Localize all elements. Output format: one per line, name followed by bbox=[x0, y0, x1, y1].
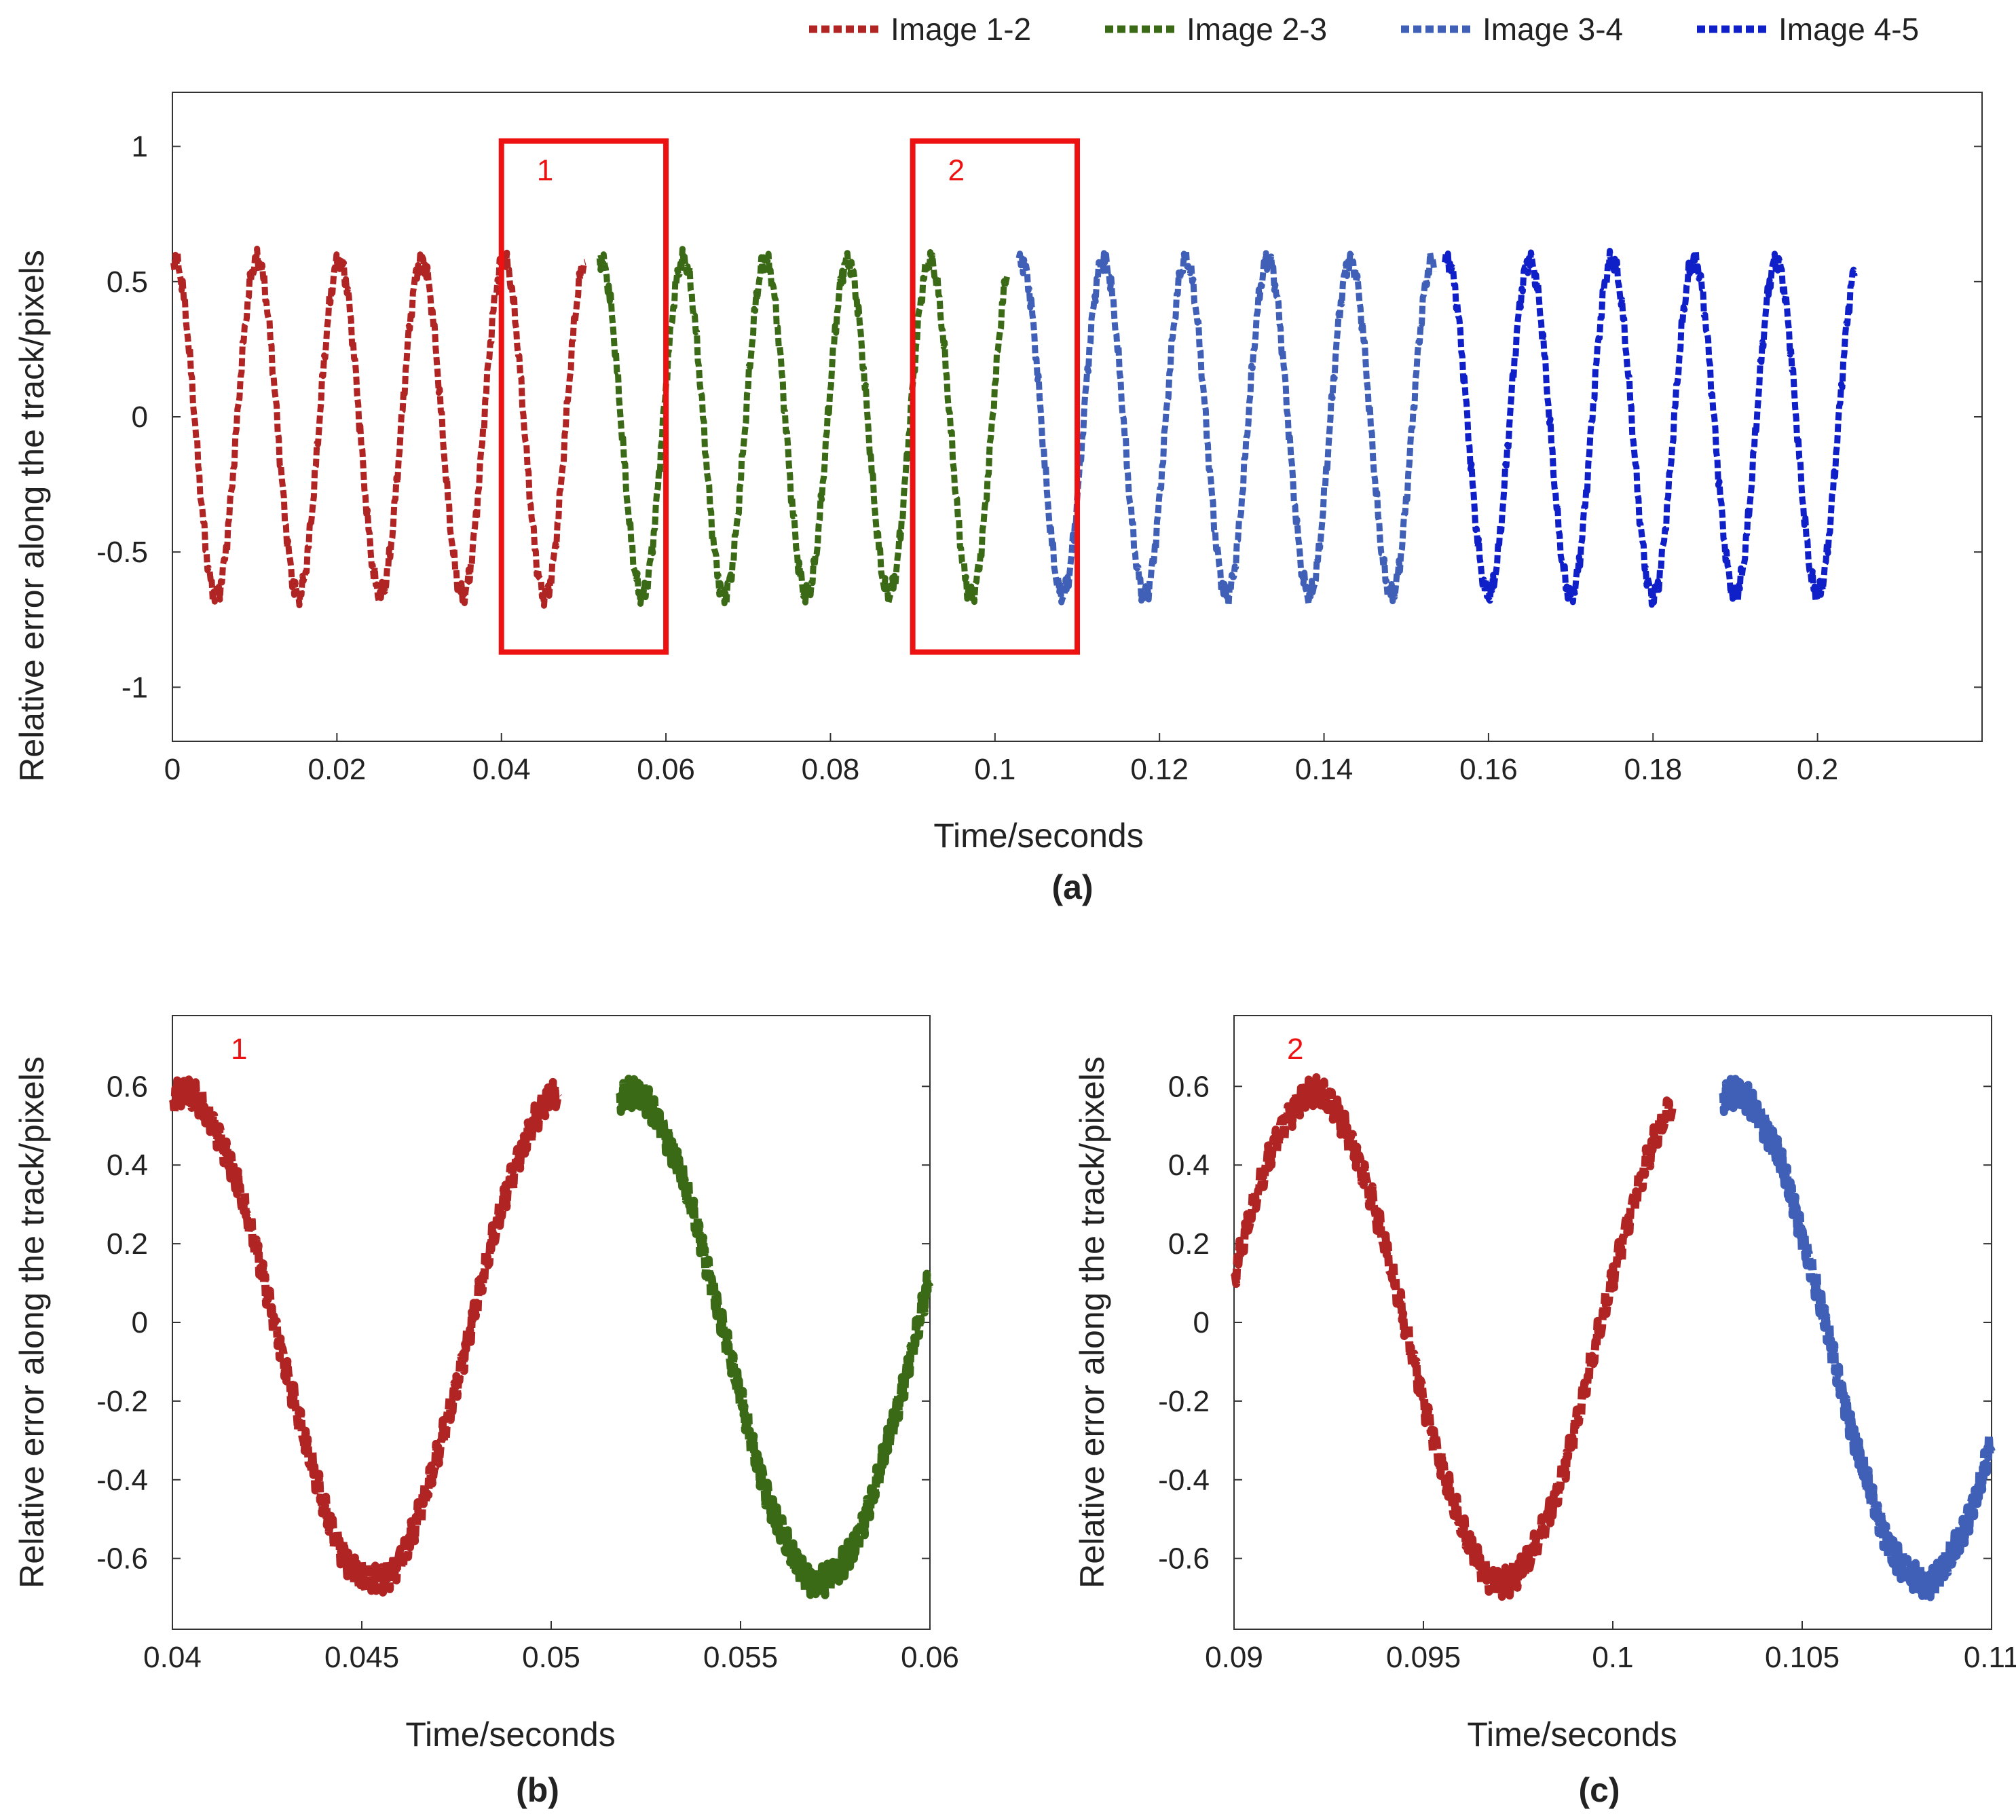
y-tick-labels-b: 0.6 0.4 0.2 0 -0.2 -0.4 -0.6 bbox=[96, 1070, 148, 1575]
y-tick-label: -0.6 bbox=[1158, 1542, 1210, 1576]
x-tick-labels-c: 0.09 0.095 0.1 0.105 0.11 bbox=[1205, 1641, 2016, 1674]
y-tick-label: -0.4 bbox=[96, 1464, 148, 1497]
y-tick-label: -0.5 bbox=[96, 536, 148, 569]
series-group-a bbox=[170, 245, 1858, 609]
x-tick-label: 0.105 bbox=[1765, 1641, 1840, 1674]
legend: Image 1-2 Image 2-3 Image 3-4 Image 4-5 bbox=[809, 12, 1919, 47]
corner-label-b: 1 bbox=[231, 1033, 247, 1066]
series-group-c bbox=[1230, 1073, 1996, 1601]
y-tick-label: -0.4 bbox=[1158, 1464, 1210, 1497]
x-tick-label: 0.045 bbox=[324, 1641, 399, 1674]
x-tick-label: 0.14 bbox=[1295, 753, 1354, 786]
series-group-b bbox=[168, 1075, 934, 1601]
legend-label-4: Image 4-5 bbox=[1778, 12, 1919, 47]
series-line-image-1-2 bbox=[170, 245, 588, 609]
x-tick-label: 0.2 bbox=[1797, 753, 1838, 786]
legend-label-2: Image 2-3 bbox=[1187, 12, 1327, 47]
legend-entry-2: Image 2-3 bbox=[1105, 12, 1327, 47]
panel-label-b: (b) bbox=[516, 1771, 559, 1809]
x-tick-label: 0.06 bbox=[637, 753, 695, 786]
x-tick-label: 0.05 bbox=[522, 1641, 580, 1674]
x-axis-label-b: Time/seconds bbox=[405, 1715, 615, 1753]
x-tick-label: 0 bbox=[164, 753, 181, 786]
y-tick-label: 0.2 bbox=[1168, 1227, 1210, 1261]
highlight-box-label: 1 bbox=[537, 154, 553, 187]
x-tick-label: 0.18 bbox=[1624, 753, 1682, 786]
y-tick-label: -0.2 bbox=[96, 1385, 148, 1418]
x-tick-label: 0.11 bbox=[1964, 1641, 2016, 1674]
y-axis-label-c: Relative error along the track/pixels bbox=[1073, 1056, 1111, 1589]
y-tick-label: 0 bbox=[132, 1306, 148, 1339]
y-tick-label: -0.6 bbox=[96, 1542, 148, 1576]
legend-entry-1: Image 1-2 bbox=[809, 12, 1031, 47]
x-tick-label: 0.02 bbox=[308, 753, 367, 786]
tick-marks-c bbox=[1233, 1085, 1992, 1629]
series-line-image-2-3 bbox=[615, 1075, 934, 1601]
x-tick-label: 0.04 bbox=[472, 753, 531, 786]
series-line-image-3-4 bbox=[1015, 247, 1438, 609]
y-tick-label: -0.2 bbox=[1158, 1385, 1210, 1418]
legend-entry-4: Image 4-5 bbox=[1697, 12, 1919, 47]
y-axis-label-a: Relative error along the track/pixels bbox=[13, 250, 51, 782]
x-tick-label: 0.16 bbox=[1459, 753, 1518, 786]
y-tick-label: 0 bbox=[1193, 1306, 1210, 1339]
x-tick-label: 0.09 bbox=[1205, 1641, 1263, 1674]
legend-entry-3: Image 3-4 bbox=[1401, 12, 1623, 47]
highlight-box bbox=[498, 138, 669, 655]
panel-b: 0.04 0.045 0.05 0.055 0.06 0.6 0.4 0.2 0 -0.2 -0.… bbox=[13, 1015, 959, 1809]
legend-label-1: Image 1-2 bbox=[891, 12, 1031, 47]
plot-frame-c bbox=[1233, 1015, 1992, 1630]
y-tick-labels-c: 0.6 0.4 0.2 0 -0.2 -0.4 -0.6 bbox=[1158, 1070, 1210, 1575]
series-line-image-4-5 bbox=[1442, 247, 1858, 608]
series-line-image-2-3 bbox=[596, 246, 1011, 607]
x-tick-label: 0.12 bbox=[1130, 753, 1189, 786]
series-line-image-1-2 bbox=[168, 1075, 562, 1597]
x-tick-label: 0.08 bbox=[802, 753, 860, 786]
panel-label-c: (c) bbox=[1578, 1771, 1620, 1809]
x-tick-label: 0.04 bbox=[143, 1641, 202, 1674]
y-tick-label: 0.6 bbox=[1168, 1070, 1210, 1103]
y-tick-label: 0.2 bbox=[107, 1227, 148, 1261]
highlight-box bbox=[910, 138, 1080, 655]
x-tick-label: 0.06 bbox=[901, 1641, 959, 1674]
y-tick-label: 1 bbox=[132, 130, 148, 164]
x-tick-label: 0.1 bbox=[1592, 1641, 1633, 1674]
x-axis-label-a: Time/seconds bbox=[933, 817, 1143, 855]
y-tick-label: 0 bbox=[132, 401, 148, 434]
x-axis-label-c: Time/seconds bbox=[1467, 1715, 1677, 1753]
y-tick-labels-a: 1 0.5 0 -0.5 -1 bbox=[96, 130, 148, 705]
x-tick-label: 0.055 bbox=[703, 1641, 778, 1674]
highlight-box-label: 2 bbox=[948, 154, 965, 187]
y-axis-label-b: Relative error along the track/pixels bbox=[13, 1056, 51, 1589]
x-tick-labels-b: 0.04 0.045 0.05 0.055 0.06 bbox=[143, 1641, 959, 1674]
x-tick-label: 0.1 bbox=[974, 753, 1015, 786]
y-tick-label: -1 bbox=[122, 671, 148, 704]
x-tick-label: 0.095 bbox=[1386, 1641, 1461, 1674]
series-line-image-3-4 bbox=[1719, 1075, 1996, 1601]
legend-label-3: Image 3-4 bbox=[1482, 12, 1623, 47]
x-tick-labels-a: 0 0.02 0.04 0.06 0.08 0.1 0.12 0.14 0.16 0.18 0.2 bbox=[164, 753, 1838, 786]
y-tick-label: 0.6 bbox=[107, 1070, 148, 1103]
corner-label-c: 2 bbox=[1287, 1033, 1303, 1066]
y-tick-label: 0.4 bbox=[107, 1149, 148, 1182]
panel-c: 0.09 0.095 0.1 0.105 0.11 0.6 0.4 0.2 0 -0.2 -0.4… bbox=[1073, 1015, 2016, 1809]
panel-label-a: (a) bbox=[1051, 868, 1093, 906]
series-line-image-2-3 bbox=[1230, 1073, 1677, 1601]
y-tick-label: 0.5 bbox=[107, 265, 148, 299]
y-tick-label: 0.4 bbox=[1168, 1149, 1210, 1182]
tick-marks-a bbox=[172, 145, 1982, 741]
